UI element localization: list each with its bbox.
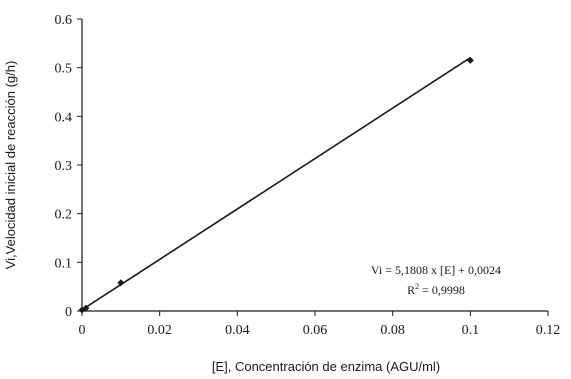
data-point (466, 56, 474, 64)
r-squared-annotation: R2 = 0,9998 (407, 282, 465, 297)
y-tick-label: 0.3 (55, 159, 73, 174)
y-tick-label: 0.4 (55, 110, 73, 125)
y-tick-label: 0.2 (55, 208, 73, 223)
data-point (82, 304, 90, 312)
x-tick-label: 0.06 (303, 323, 328, 338)
r-squared-exponent: 2 (415, 282, 419, 291)
r-squared-value: = 0,9998 (419, 283, 465, 297)
ticks: 0 0.1 0.2 0.3 0.4 0.5 0.6 0 0.02 0.04 0.06 0.08 0.1 0… (55, 13, 561, 338)
x-tick-label: 0.12 (536, 323, 561, 338)
y-tick-label: 0 (65, 305, 72, 320)
y-axis-title: Vi,Velocidad inicial de reacción (g/h) (3, 61, 18, 270)
x-tick-label: 0.04 (225, 323, 250, 338)
equation-annotation: Vi = 5,1808 x [E] + 0,0024 (371, 263, 501, 277)
trendline (81, 57, 471, 311)
data-point (117, 279, 125, 287)
r-squared-prefix: R (407, 283, 415, 297)
x-tick-label: 0 (79, 323, 86, 338)
y-tick-label: 0.6 (55, 13, 73, 28)
x-axis-title: [E], Concentración de enzima (AGU/ml) (212, 359, 440, 374)
x-tick-label: 0.08 (380, 323, 405, 338)
x-tick-label: 0.02 (147, 323, 172, 338)
x-tick-label: 0.1 (462, 323, 480, 338)
y-tick-label: 0.5 (55, 62, 73, 77)
y-tick-label: 0.1 (55, 256, 73, 271)
data-points (78, 56, 474, 314)
trendline-group (81, 57, 471, 311)
